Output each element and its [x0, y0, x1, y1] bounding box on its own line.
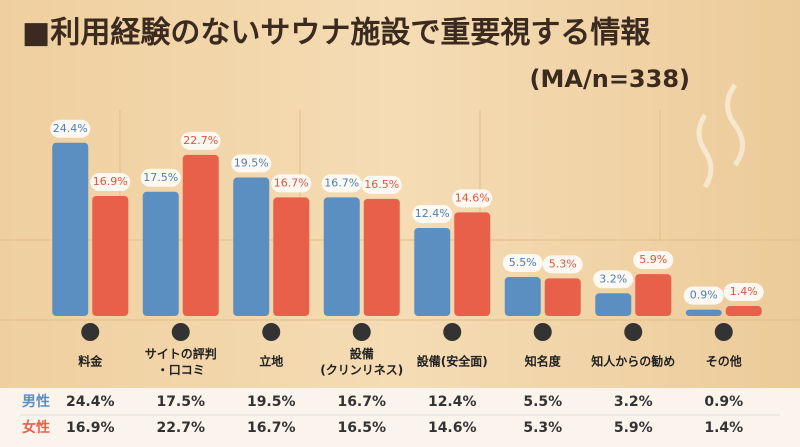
table-cell: 22.7% — [156, 420, 205, 436]
table-cell: 5.3% — [523, 420, 562, 436]
bar — [454, 212, 491, 316]
category-label: 料金 — [78, 354, 103, 369]
bar — [92, 196, 129, 316]
value-label-bg — [412, 204, 453, 223]
value-label: 0.9% — [690, 289, 718, 302]
bar — [725, 306, 762, 316]
table-cell: 5.9% — [614, 420, 653, 436]
table-cell: 19.5% — [247, 394, 296, 410]
category-icon — [81, 323, 100, 341]
table-background — [0, 388, 800, 447]
table-cell: 14.6% — [428, 420, 477, 436]
bar — [233, 177, 270, 316]
value-label: 1.4% — [730, 285, 758, 298]
bar — [544, 278, 581, 316]
value-label-bg — [502, 253, 543, 272]
table-cell: 3.2% — [614, 394, 653, 410]
value-label-bg — [593, 270, 634, 289]
value-label: 5.5% — [509, 256, 537, 269]
category-icon — [262, 323, 281, 341]
bar — [182, 154, 219, 316]
value-label-bg — [180, 131, 221, 150]
value-label-bg — [50, 119, 91, 138]
value-label-bg — [321, 174, 362, 193]
table-cell: 5.5% — [523, 394, 562, 410]
value-label-bg — [723, 283, 764, 302]
value-label-bg — [542, 255, 583, 274]
table-cell: 16.9% — [66, 420, 115, 436]
value-label-bg — [271, 174, 312, 193]
bar — [595, 293, 632, 316]
value-label: 5.3% — [549, 257, 577, 270]
value-label-bg — [361, 175, 402, 194]
bar — [323, 197, 360, 316]
bar — [142, 191, 179, 316]
value-label: 3.2% — [599, 272, 627, 285]
value-label-bg — [90, 173, 131, 192]
value-label-bg — [683, 286, 724, 305]
value-label-bg — [633, 251, 674, 270]
bar — [52, 142, 89, 316]
category-icon — [443, 323, 462, 341]
legend-label: 女性 — [22, 419, 50, 436]
category-icon — [352, 323, 371, 341]
table-cell: 16.7% — [247, 420, 296, 436]
value-label-bg — [452, 189, 493, 208]
table-cell: 17.5% — [156, 394, 205, 410]
table-cell: 12.4% — [428, 394, 477, 410]
category-icon — [533, 323, 552, 341]
bar — [414, 227, 451, 316]
category-label: 立地 — [259, 354, 283, 369]
steam — [696, 83, 745, 189]
value-label: 19.5% — [234, 157, 269, 170]
chart-subtitle: (MA/n=338) — [530, 65, 690, 93]
bar — [363, 198, 400, 316]
value-label: 22.7% — [183, 134, 218, 147]
category-label: 設備(クリンリネス) — [320, 346, 403, 377]
category-label: サイトの評判・口コミ — [145, 346, 217, 377]
table-cell: 1.4% — [704, 420, 743, 436]
value-label: 5.9% — [639, 253, 667, 266]
bar — [635, 274, 672, 316]
legend-label: 男性 — [22, 393, 50, 410]
value-label-bg — [231, 154, 272, 173]
table-cell: 16.7% — [337, 394, 386, 410]
value-label: 24.4% — [53, 122, 88, 135]
value-label: 17.5% — [143, 171, 178, 184]
value-label: 14.6% — [455, 191, 490, 204]
bar — [685, 309, 722, 316]
value-label: 12.4% — [415, 207, 450, 220]
chart-title: ■利用経験のないサウナ施設で重要視する情報 — [22, 16, 651, 51]
table-cell: 24.4% — [66, 394, 115, 410]
category-label: 知名度 — [524, 354, 562, 369]
value-label: 16.5% — [364, 178, 399, 191]
table-cell: 16.5% — [337, 420, 386, 436]
bar — [504, 276, 541, 316]
category-icon — [624, 323, 643, 341]
table-cell: 0.9% — [704, 394, 743, 410]
bar — [273, 197, 310, 316]
category-label: 設備(安全面) — [417, 354, 488, 369]
category-label: その他 — [706, 354, 742, 369]
category-icon — [714, 323, 733, 341]
value-label-bg — [140, 168, 181, 187]
category-label: 知人からの勧め — [590, 354, 675, 369]
value-label: 16.7% — [324, 176, 359, 189]
value-label: 16.7% — [274, 176, 309, 189]
value-label: 16.9% — [93, 175, 128, 188]
category-icon — [171, 323, 190, 341]
